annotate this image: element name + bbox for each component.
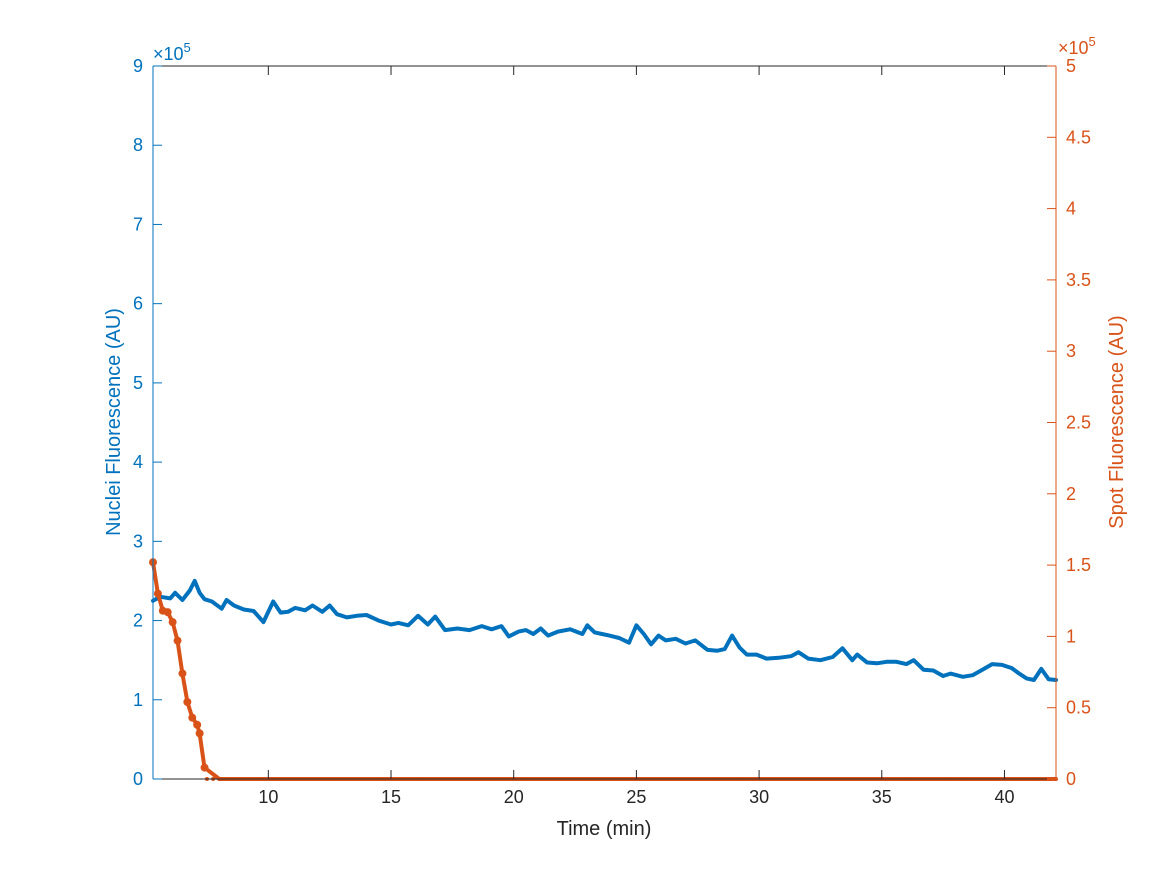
spot-series-point [168,618,177,627]
y-left-tick-label: 6 [133,294,143,314]
y-left-tick-label: 7 [133,214,143,234]
y-right-tick-label: 2.5 [1066,413,1091,433]
y-right-tick-label: 0.5 [1066,698,1091,718]
y-left-tick-label: 4 [133,452,143,472]
spot-series-point [173,636,182,645]
axes-layer: 10 15 20 25 30 35 40 0 1 2 3 4 5 6 7 8 9 0 0.5 1 1.5 2 2.5 3 3.5… [133,56,1091,807]
y-axis-right-label: Spot Fluorescence (AU) [1106,315,1128,528]
y-right-tick-label: 0 [1066,769,1076,789]
spot-series-point [193,720,202,729]
y-left-tick-label: 9 [133,56,143,76]
nuclei-series [151,578,1058,682]
x-tick-label: 35 [872,787,892,807]
spot-series-point [188,713,197,722]
x-axis-label: Time (min) [557,818,652,840]
plot-area [153,66,1056,779]
y-axis-left-label: Nuclei Fluorescence (AU) [103,308,125,536]
y-right-tick-label: 4.5 [1066,127,1091,147]
y-axis-right-exponent: ×105 [1058,34,1096,58]
y-left-tick-label: 2 [133,611,143,631]
x-tick-label: 30 [749,787,769,807]
y-right-tick-label: 3 [1066,341,1076,361]
y-left-tick-label: 3 [133,531,143,551]
y-left-tick-label: 5 [133,373,143,393]
spot-series-point [178,669,187,678]
x-tick-label: 15 [381,787,401,807]
y-right-tick-label: 2 [1066,484,1076,504]
y-right-tick-label: 1.5 [1066,555,1091,575]
y-right-tick-label: 1 [1066,626,1076,646]
spot-series-point [153,589,162,598]
y-left-tick-label: 1 [133,690,143,710]
y-left-tick-label: 8 [133,135,143,155]
spot-series-point [200,763,209,772]
spot-series-point [183,697,192,706]
y-right-tick-label: 4 [1066,199,1076,219]
y-axis-left-exponent: ×105 [153,40,191,64]
x-tick-label: 25 [626,787,646,807]
y-left-tick-label: 0 [133,769,143,789]
x-tick-label: 40 [994,787,1014,807]
x-tick-label: 10 [258,787,278,807]
y-right-tick-label: 5 [1066,56,1076,76]
y-right-tick-label: 3.5 [1066,270,1091,290]
spot-series-point [195,729,204,738]
nuclei-series-line [151,578,1058,682]
x-tick-label: 20 [504,787,524,807]
plot-background [153,66,1056,779]
spot-series-point [163,608,172,617]
